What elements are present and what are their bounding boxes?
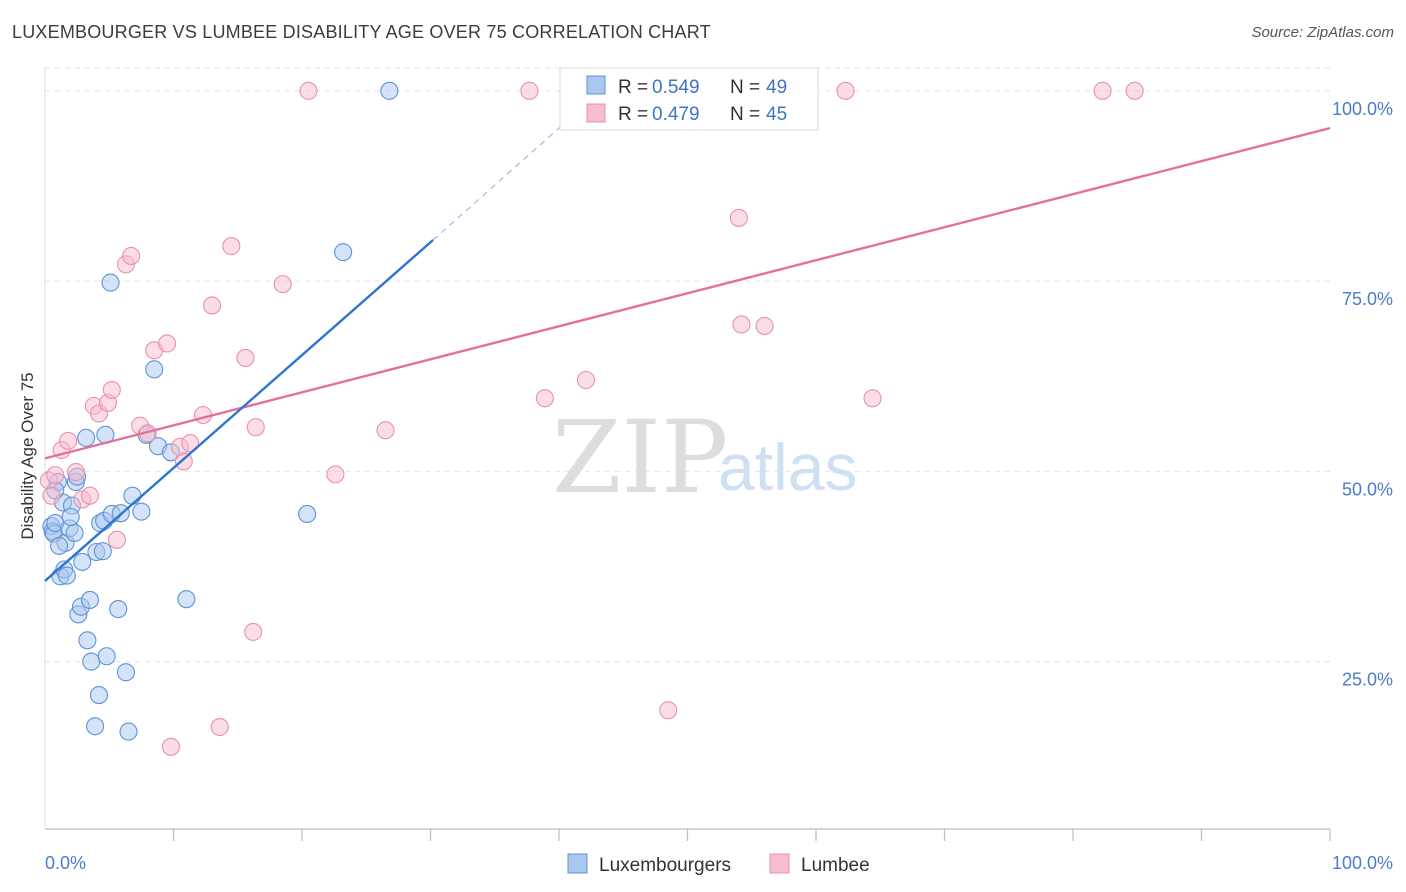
luxembourgers-point-17 <box>73 552 92 571</box>
lumbee-point-28 <box>246 418 265 437</box>
luxembourgers-point-47 <box>50 536 69 555</box>
correlation-legend: R = 0.549 N = 49 R = 0.479 N = 45 <box>559 67 819 131</box>
y-tick-label-50: 50.0% <box>1342 479 1393 499</box>
legend-n-label-2: N = <box>730 104 765 125</box>
luxembourgers-point-43 <box>298 504 317 523</box>
luxembourgers-point-30 <box>101 273 120 292</box>
luxembourgers-point-48 <box>61 507 80 527</box>
lumbee-trend-line <box>44 126 1331 460</box>
lumbee-point-17 <box>158 334 177 353</box>
luxembourgers-point-36 <box>123 486 142 505</box>
lumbee-points <box>39 81 1144 756</box>
grid-lines <box>45 67 1330 663</box>
luxembourgers-trend-extension <box>432 120 568 241</box>
series-legend: Luxembourgers Lumbee <box>567 853 870 876</box>
lumbee-point-32 <box>376 421 395 440</box>
lumbee-point-33 <box>520 81 539 100</box>
y-axis-label: Disability Age Over 75 <box>18 372 37 539</box>
lumbee-point-31 <box>326 465 345 484</box>
lumbee-point-6 <box>80 486 100 505</box>
x-tick-label-min: 0.0% <box>45 853 86 873</box>
legend-r-value-2: 0.479 <box>652 104 700 125</box>
luxembourgers-point-34 <box>116 663 136 682</box>
lumbee-point-38 <box>732 315 751 334</box>
luxembourgers-point-26 <box>93 542 112 561</box>
lumbee-point-29 <box>273 275 292 294</box>
lumbee-point-35 <box>576 370 596 390</box>
legend-n-value-2: 45 <box>766 104 787 125</box>
lumbee-point-42 <box>1093 81 1112 100</box>
lumbee-point-26 <box>236 348 255 367</box>
luxembourgers-point-45 <box>380 81 399 100</box>
legend-r-value-1: 0.549 <box>652 77 700 98</box>
watermark-zip: ZIP <box>552 399 728 516</box>
luxembourgers-point-18 <box>77 428 96 447</box>
x-tick-label-max: 100.0% <box>1332 853 1393 873</box>
luxembourgers-point-35 <box>119 722 138 741</box>
trend-lines <box>44 120 1331 582</box>
lumbee-point-37 <box>729 208 748 227</box>
lumbee-point-44 <box>42 486 61 505</box>
lumbee-point-13 <box>122 246 141 266</box>
series-legend-label-luxembourgers: Luxembourgers <box>599 855 731 876</box>
y-tick-labels: 25.0% 50.0% 75.0% 100.0% <box>1332 99 1393 690</box>
legend-r-label-2: R = <box>618 104 653 125</box>
chart-title: LUXEMBOURGER VS LUMBEE DISABILITY AGE OV… <box>12 22 711 42</box>
lumbee-point-4 <box>66 463 85 482</box>
lumbee-point-40 <box>836 81 855 100</box>
lumbee-point-36 <box>659 701 678 720</box>
source-credit: Source: ZipAtlas.com <box>1251 24 1394 41</box>
lumbee-point-25 <box>222 237 241 256</box>
luxembourgers-trend-line <box>44 239 434 582</box>
lumbee-point-23 <box>203 296 222 315</box>
luxembourgers-point-9 <box>57 566 76 585</box>
lumbee-point-34 <box>535 389 554 408</box>
luxembourgers-point-24 <box>89 686 109 705</box>
lumbee-point-27 <box>244 622 263 641</box>
lumbee-point-24 <box>210 717 229 737</box>
lumbee-point-41 <box>863 389 882 408</box>
luxembourgers-point-42 <box>177 590 196 609</box>
luxembourgers-point-20 <box>80 590 100 609</box>
lumbee-point-1 <box>46 466 65 485</box>
legend-swatch-blue <box>586 75 606 95</box>
legend-n-label-1: N = <box>730 77 765 98</box>
luxembourgers-point-21 <box>82 652 101 671</box>
luxembourgers-point-44 <box>334 243 353 262</box>
lumbee-point-39 <box>755 316 774 336</box>
luxembourgers-point-32 <box>109 600 128 619</box>
y-tick-label-100: 100.0% <box>1332 99 1393 119</box>
luxembourgers-point-12 <box>65 523 84 543</box>
luxembourgers-point-22 <box>86 717 105 736</box>
series-legend-swatch-luxembourgers <box>567 853 588 874</box>
luxembourgers-point-29 <box>97 647 116 666</box>
luxembourgers-point-19 <box>78 631 97 650</box>
luxembourgers-point-37 <box>132 502 151 521</box>
lumbee-point-3 <box>59 431 78 450</box>
x-axis-ticks <box>172 829 1331 841</box>
legend-swatch-pink <box>586 103 606 123</box>
lumbee-point-21 <box>181 434 200 453</box>
lumbee-point-11 <box>107 530 127 549</box>
series-legend-swatch-lumbee <box>769 853 790 874</box>
lumbee-point-30 <box>299 81 318 100</box>
y-tick-label-75: 75.0% <box>1342 289 1393 309</box>
luxembourgers-point-39 <box>145 360 164 379</box>
lumbee-point-10 <box>102 380 121 399</box>
lumbee-point-43 <box>1125 81 1144 100</box>
lumbee-point-18 <box>161 737 180 756</box>
y-tick-label-25: 25.0% <box>1342 670 1393 690</box>
lumbee-point-20 <box>174 452 193 471</box>
series-legend-label-lumbee: Lumbee <box>801 855 870 876</box>
watermark-atlas: atlas <box>718 430 857 504</box>
legend-r-label-1: R = <box>618 77 653 98</box>
legend-n-value-1: 49 <box>766 77 787 98</box>
